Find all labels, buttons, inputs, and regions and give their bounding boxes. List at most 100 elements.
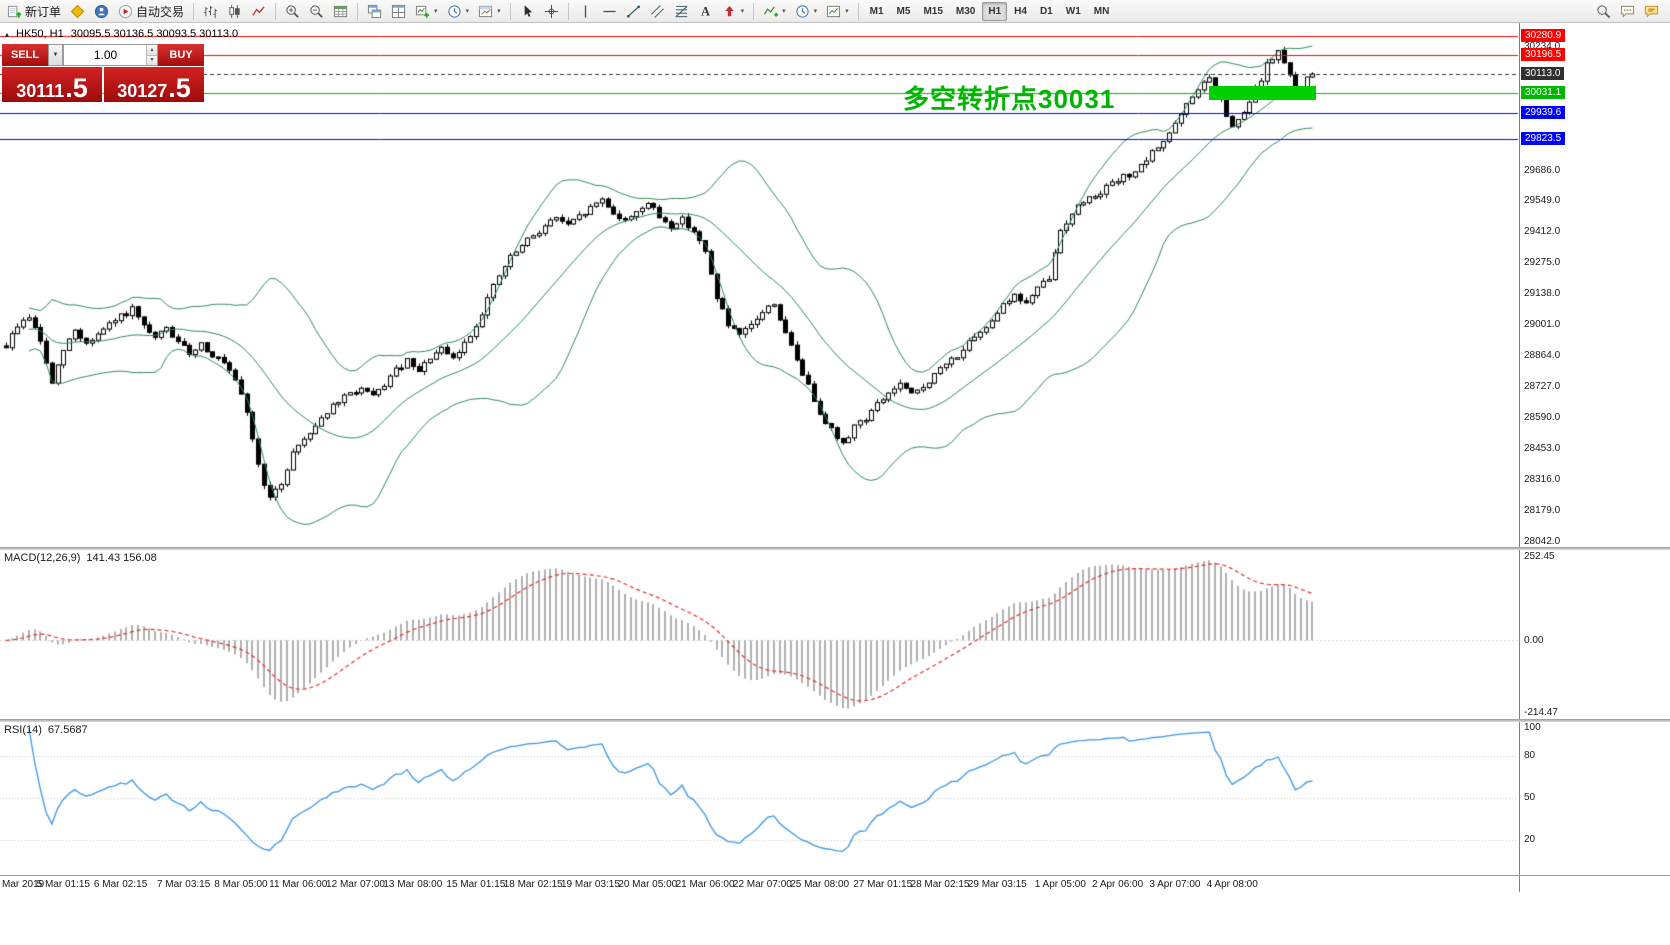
timeframe-d1-button[interactable]: D1 (1039, 5, 1053, 17)
tile-windows-button[interactable] (387, 2, 410, 21)
vertical-line-button[interactable] (574, 2, 597, 21)
toolbar: 新订单 自动交易 ▾ ▾ ▾ A ▾ ▾ ▾ ▾ M1 M5 M15 M30 H1 H4 D1 W1 MN (0, 0, 1670, 23)
support-highlight-bar[interactable] (1209, 85, 1316, 100)
autotrading-button[interactable]: 自动交易 (114, 2, 188, 21)
new-chart-button[interactable]: ▾ (411, 2, 442, 21)
volume-dropdown-button[interactable]: ▼ (48, 44, 63, 66)
price-tick-label: 29412.0 (1524, 226, 1561, 238)
candlestick-chart-button[interactable] (223, 2, 246, 21)
chart-symbol-period: HK50, H1 (16, 28, 64, 40)
profiles-button[interactable]: ▾ (443, 2, 474, 21)
toolbar-separator (567, 2, 569, 20)
periods-button[interactable]: ▾ (791, 2, 822, 21)
search-button[interactable] (1592, 2, 1615, 21)
timeframe-m1-button[interactable]: M1 (869, 5, 884, 17)
toolbar-separator (509, 2, 511, 20)
templates-button[interactable]: ▾ (474, 2, 505, 21)
template-icon (478, 4, 493, 19)
price-level-label: 29823.5 (1521, 132, 1566, 146)
chat-button[interactable] (1616, 2, 1639, 21)
time-tick-label: 18 Mar 02:15 (503, 879, 563, 890)
rsi-panel-separator[interactable] (0, 719, 1670, 722)
buy-button[interactable]: BUY (158, 44, 204, 66)
new-order-button[interactable]: 新订单 (3, 2, 65, 21)
price-tick-label: 29686.0 (1524, 164, 1561, 176)
fibonacci-button[interactable] (670, 2, 693, 21)
toolbar-separator (193, 2, 195, 20)
zoom-out-button[interactable] (305, 2, 328, 21)
sell-price[interactable]: 30111.5 (2, 67, 102, 102)
rsi-axis-label: 20 (1524, 834, 1536, 845)
time-tick-label: 2 Apr 06:00 (1092, 879, 1144, 890)
chevron-down-icon: ▾ (465, 8, 470, 15)
current-price-label: 30113.0 (1521, 67, 1565, 81)
chevron-down-icon: ▾ (782, 8, 786, 15)
time-tick-label: 3 Apr 07:00 (1149, 879, 1201, 890)
crosshair-button[interactable] (540, 2, 563, 21)
mql-community-button[interactable] (90, 2, 113, 21)
time-tick-label: 1 Apr 05:00 (1034, 879, 1086, 890)
time-tick-label: 15 Mar 01:15 (446, 879, 506, 890)
sell-button[interactable]: SELL (2, 44, 48, 66)
price-tick-label: 28453.0 (1524, 443, 1561, 455)
time-tick-label: 6 Mar 02:15 (93, 879, 148, 890)
chart-canvas[interactable] (0, 23, 1670, 945)
timeframe-h4-button[interactable]: H4 (1014, 5, 1027, 17)
time-tick-label: Mar 2019 (2, 879, 45, 890)
volume-increase-button[interactable]: ▲ (147, 45, 157, 56)
price-tick-label: 29549.0 (1524, 195, 1561, 207)
rsi-axis-label: 80 (1524, 750, 1536, 761)
market-depth-button[interactable] (329, 2, 352, 21)
notifications-button[interactable] (1640, 2, 1663, 21)
timeframe-m5-button[interactable]: M5 (896, 5, 911, 17)
trendline-icon (626, 4, 641, 19)
cursor-button[interactable] (516, 2, 539, 21)
channel-icon (650, 4, 665, 19)
price-axis[interactable]: 30234.0 29686.0 29549.0 29412.0 29275.0 29138… (1519, 23, 1670, 892)
timeframe-m15-button[interactable]: M15 (923, 5, 943, 17)
chat-icon (1620, 4, 1635, 19)
chart-annotation[interactable]: 多空转折点30031 (903, 84, 1116, 114)
chevron-down-icon: ▼ (52, 52, 59, 58)
trendline-button[interactable] (622, 2, 645, 21)
chevron-down-icon: ▾ (740, 8, 745, 15)
chart-settings-icon (826, 4, 841, 19)
time-tick-label: 4 Apr 08:00 (1206, 879, 1258, 890)
price-tick-label: 30234.0 (1524, 40, 1561, 52)
time-tick-label: 25 Mar 08:00 (790, 879, 850, 890)
equidistant-channel-button[interactable] (646, 2, 669, 21)
macd-axis-label: -214.47 (1524, 707, 1558, 718)
price-tick-label: 28727.0 (1524, 381, 1561, 393)
cascade-windows-button[interactable] (363, 2, 386, 21)
buy-price[interactable]: 30127.5 (104, 67, 204, 102)
indicators-button[interactable]: ▾ (759, 2, 790, 21)
price-level-label: 30280.9 (1521, 29, 1566, 43)
timeframe-w1-button[interactable]: W1 (1065, 5, 1081, 17)
timeframe-m30-button[interactable]: M30 (955, 5, 976, 17)
line-chart-button[interactable] (247, 2, 270, 21)
zoom-in-button[interactable] (281, 2, 304, 21)
time-tick-label: 20 Mar 05:00 (618, 879, 678, 890)
arrows-button[interactable]: ▾ (718, 2, 749, 21)
text-label-button[interactable]: A (694, 2, 717, 21)
svg-text:A: A (701, 4, 710, 18)
indicator-plus-icon (763, 4, 779, 19)
volume-decrease-button[interactable]: ▼ (147, 55, 157, 65)
price-tick-label: 29138.0 (1524, 288, 1561, 300)
bar-chart-button[interactable] (199, 2, 222, 21)
line-chart-icon (251, 4, 266, 19)
chart-properties-button[interactable]: ▾ (822, 2, 853, 21)
metaeditor-button[interactable] (66, 2, 89, 21)
buy-price-main: 30127 (117, 81, 168, 101)
collapse-panel-icon[interactable]: ▴ (5, 29, 10, 39)
timeframe-h1-button[interactable]: H1 (982, 1, 1008, 21)
price-tick-label: 29275.0 (1524, 257, 1561, 269)
macd-panel-separator[interactable] (0, 547, 1670, 550)
time-tick-label: 29 Mar 03:15 (967, 879, 1027, 890)
time-axis[interactable]: Mar 2019 5 Mar 01:15 6 Mar 02:15 7 Mar 03:1… (0, 876, 1519, 894)
timeframe-mn-button[interactable]: MN (1093, 5, 1110, 17)
zoom-out-icon (309, 4, 324, 19)
chevron-down-icon: ▾ (497, 8, 501, 15)
horizontal-line-button[interactable] (598, 2, 621, 21)
volume-input[interactable] (64, 45, 157, 65)
